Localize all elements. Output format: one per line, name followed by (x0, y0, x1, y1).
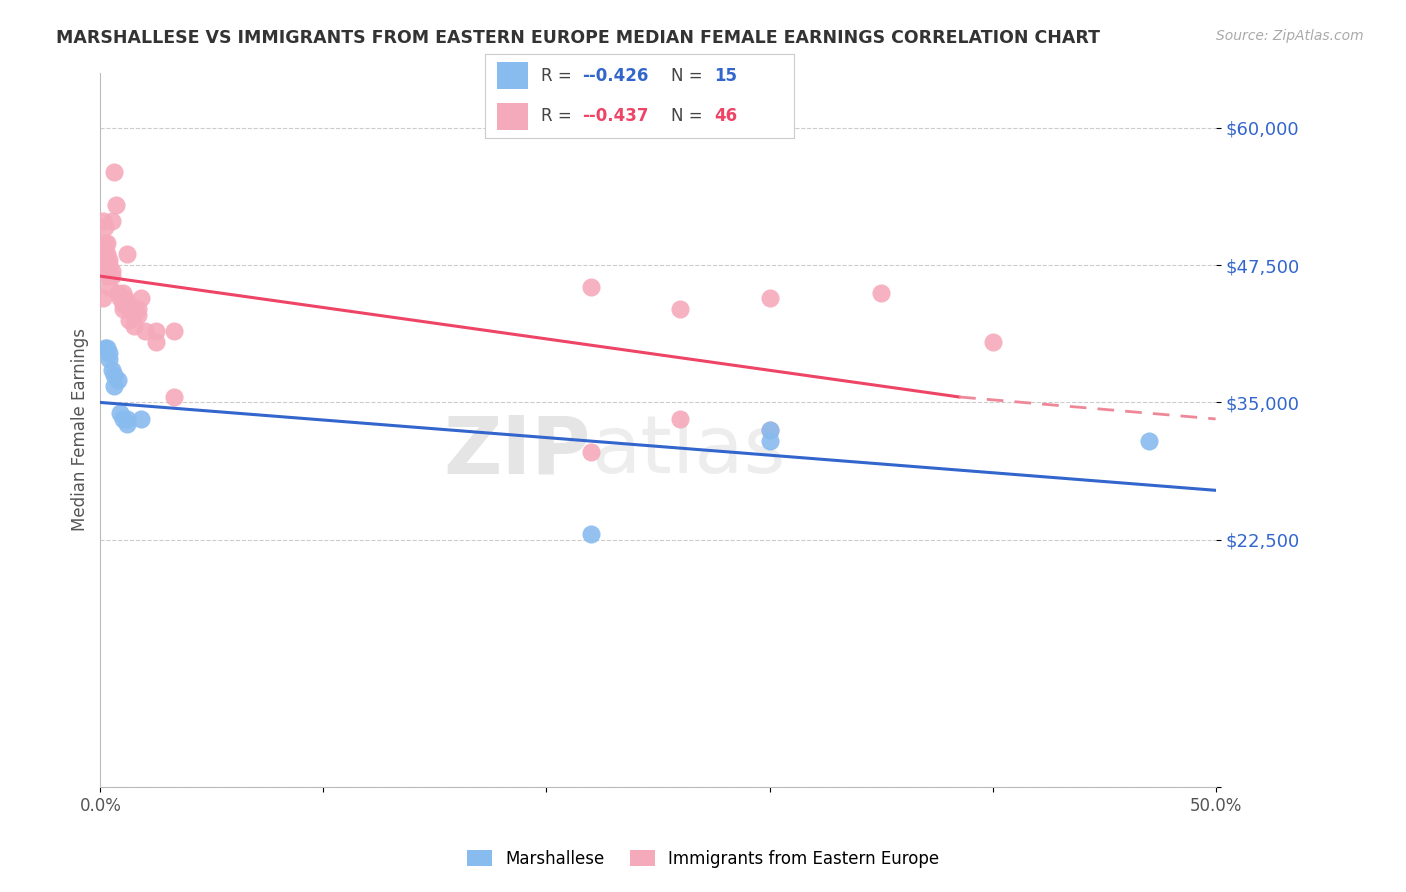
Point (107, 374, 129, 388)
Point (870, 285, 893, 300)
Text: MARSHALLESE VS IMMIGRANTS FROM EASTERN EUROPE MEDIAN FEMALE EARNINGS CORRELATION: MARSHALLESE VS IMMIGRANTS FROM EASTERN E… (56, 29, 1101, 46)
Point (122, 318, 145, 333)
Point (579, 280, 602, 294)
Point (96, 263, 118, 277)
Text: --0.426: --0.426 (582, 67, 650, 85)
Point (118, 296, 141, 310)
Point (758, 423, 780, 437)
Point (100, 362, 122, 376)
Point (96, 341, 118, 355)
Y-axis label: Median Female Earnings: Median Female Earnings (72, 328, 89, 532)
Point (579, 527, 602, 541)
Point (118, 313, 141, 327)
Point (98, 280, 121, 294)
Point (118, 302, 141, 317)
Point (758, 423, 780, 437)
Point (127, 308, 149, 322)
Point (669, 302, 692, 317)
Point (1137, 434, 1160, 448)
Point (145, 334, 167, 349)
Text: R =: R = (541, 67, 576, 85)
Point (115, 247, 138, 261)
Point (127, 302, 149, 317)
Point (98, 258, 121, 272)
Point (91, 291, 114, 305)
Point (163, 390, 186, 404)
Text: 15: 15 (714, 67, 737, 85)
Point (94, 252, 117, 267)
Point (111, 412, 134, 426)
Text: N =: N = (671, 67, 707, 85)
Point (103, 368, 125, 382)
Point (115, 417, 138, 432)
Point (94, 219, 117, 234)
Point (98, 252, 121, 267)
Point (104, 198, 127, 212)
Point (114, 291, 136, 305)
Point (163, 324, 186, 338)
Text: ZIP: ZIP (444, 412, 591, 491)
Text: 46: 46 (714, 107, 737, 125)
Bar (498, 62, 529, 89)
Point (115, 412, 138, 426)
Point (91, 214, 114, 228)
Point (96, 247, 118, 261)
Text: --0.437: --0.437 (582, 107, 650, 125)
Point (98, 351, 121, 366)
Text: Source: ZipAtlas.com: Source: ZipAtlas.com (1216, 29, 1364, 43)
Point (111, 302, 134, 317)
Point (96, 269, 118, 284)
Point (110, 406, 132, 420)
Point (94, 242, 117, 256)
Point (758, 434, 780, 448)
Text: R =: R = (541, 107, 576, 125)
Point (134, 324, 156, 338)
Point (669, 412, 692, 426)
Point (981, 334, 1004, 349)
Point (98, 346, 121, 360)
Point (103, 165, 125, 179)
Point (100, 263, 122, 277)
Text: N =: N = (671, 107, 707, 125)
Text: atlas: atlas (591, 412, 786, 491)
Point (129, 412, 152, 426)
Point (96, 236, 118, 251)
Point (107, 285, 129, 300)
Point (100, 214, 122, 228)
Point (122, 308, 145, 322)
Point (111, 285, 134, 300)
Point (579, 445, 602, 459)
Point (129, 291, 152, 305)
Point (758, 291, 780, 305)
Point (103, 379, 125, 393)
Legend: Marshallese, Immigrants from Eastern Europe: Marshallese, Immigrants from Eastern Eur… (460, 844, 946, 875)
Point (145, 324, 167, 338)
Point (98, 269, 121, 284)
Point (94, 236, 117, 251)
Point (94, 247, 117, 261)
Point (110, 291, 132, 305)
Point (111, 296, 134, 310)
Point (100, 269, 122, 284)
Point (96, 258, 118, 272)
Point (94, 341, 117, 355)
Bar (498, 103, 529, 130)
